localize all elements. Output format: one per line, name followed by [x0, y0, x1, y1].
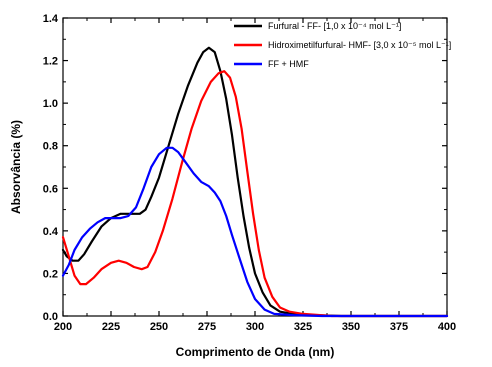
x-axis-title: Comprimento de Onda (nm)	[176, 345, 335, 359]
x-tick-label: 350	[342, 321, 360, 333]
x-tick-label: 300	[246, 321, 264, 333]
y-tick-label: 0.4	[43, 226, 59, 238]
y-tick-label: 1.0	[43, 98, 58, 110]
x-axis-ticks: 200 225 250 275 300 325 350 375 400	[54, 18, 456, 333]
y-tick-label: 0.0	[43, 311, 58, 323]
legend-label: Hidroximetilfurfural- HMF- [3,0 x 10⁻⁵ m…	[268, 40, 451, 50]
y-tick-label: 0.2	[43, 268, 58, 280]
y-axis-title: Absorvância (%)	[9, 120, 23, 214]
x-tick-label: 325	[294, 321, 312, 333]
x-tick-label: 250	[150, 321, 168, 333]
x-tick-label: 400	[438, 321, 456, 333]
y-tick-label: 0.6	[43, 183, 58, 195]
series-line-1	[61, 46, 449, 318]
legend-label: FF + HMF	[268, 59, 309, 69]
series-line-3	[61, 146, 449, 318]
y-tick-label: 1.4	[43, 13, 59, 25]
x-tick-label: 375	[390, 321, 408, 333]
legend: Furfural - FF- [1,0 x 10⁻⁴ mol L⁻¹] Hidro…	[234, 21, 451, 69]
y-tick-label: 1.2	[43, 56, 58, 68]
series-line-2	[61, 70, 449, 318]
series-layer	[61, 46, 449, 318]
x-tick-label: 275	[198, 321, 216, 333]
y-tick-label: 0.8	[43, 141, 58, 153]
x-tick-label: 225	[102, 321, 120, 333]
legend-label: Furfural - FF- [1,0 x 10⁻⁴ mol L⁻¹]	[268, 21, 401, 31]
x-tick-label: 200	[54, 321, 72, 333]
